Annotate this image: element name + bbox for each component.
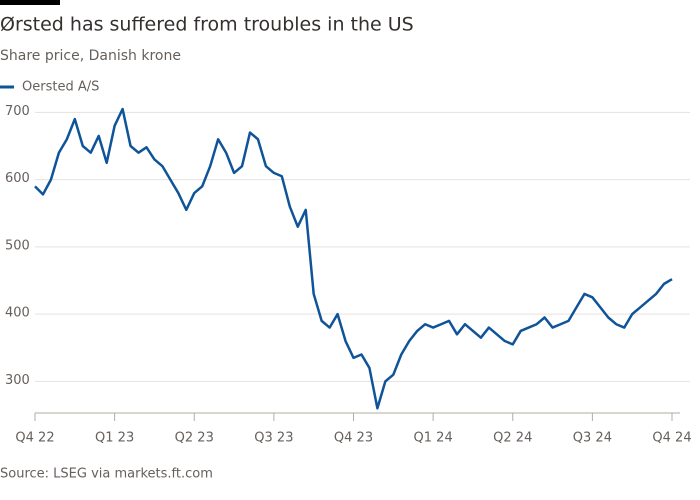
y-tick-label: 700 — [5, 104, 30, 119]
chart-subtitle: Share price, Danish krone — [0, 48, 181, 64]
x-tick-label: Q2 23 — [175, 431, 214, 446]
x-tick-label: Q1 24 — [414, 431, 453, 446]
x-tick-label: Q4 23 — [334, 431, 373, 446]
y-tick-label: 400 — [5, 306, 30, 321]
y-tick-label: 600 — [5, 171, 30, 186]
line-series — [34, 107, 673, 410]
x-tick-label: Q4 22 — [15, 431, 54, 446]
source: Source: LSEG via markets.ft.com — [0, 467, 213, 482]
chart-title: Ørsted has suffered from troubles in the… — [0, 14, 414, 36]
x-tick-label: Q2 24 — [493, 431, 532, 446]
x-tick-label: Q1 23 — [95, 431, 134, 446]
y-tick-label: 300 — [5, 373, 30, 388]
brand-bar — [0, 0, 60, 5]
x-tick-label: Q3 23 — [254, 431, 293, 446]
legend-label: Oersted A/S — [22, 80, 99, 95]
x-tick-label: Q3 24 — [573, 431, 612, 446]
y-tick-label: 500 — [5, 238, 30, 253]
x-tick-label: Q4 24 — [652, 431, 691, 446]
